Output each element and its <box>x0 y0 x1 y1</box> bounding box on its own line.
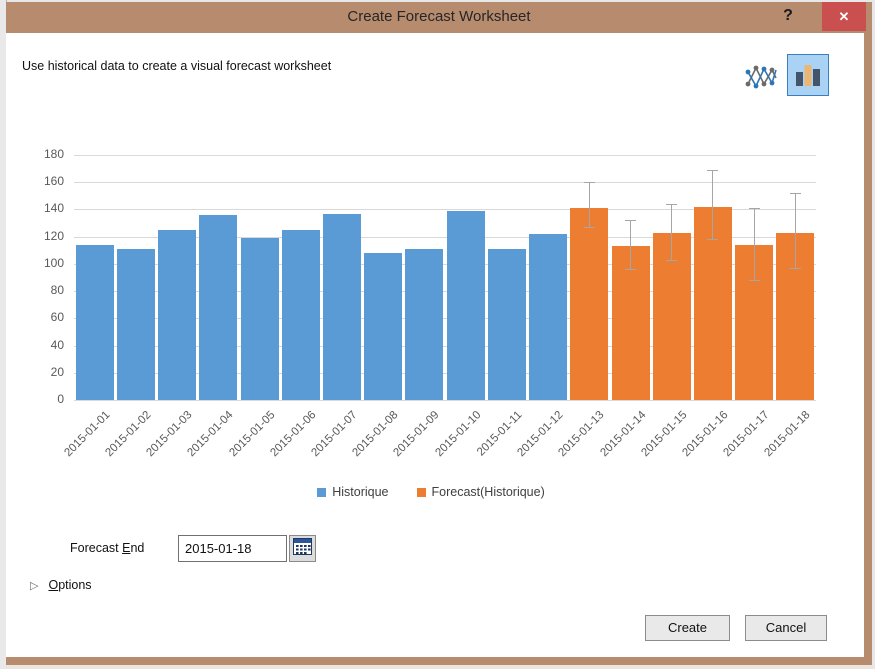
help-icon[interactable]: ? <box>783 7 793 24</box>
gridline <box>74 291 816 293</box>
column-chart-type-button-selected[interactable] <box>787 54 829 96</box>
legend-item-forecast: Forecast(Historique) <box>416 485 545 499</box>
error-bar <box>671 204 673 260</box>
legend-label-historical: Historique <box>332 485 389 499</box>
y-axis-tick-label: 20 <box>50 364 64 379</box>
chart-legend: Historique Forecast(Historique) <box>6 485 856 499</box>
calendar-picker-button[interactable] <box>289 535 316 562</box>
gridline <box>74 263 816 265</box>
y-axis-tick-label: 160 <box>43 174 64 189</box>
expander-triangle-icon: ▷ <box>30 579 39 592</box>
y-axis-tick-label: 180 <box>43 147 64 161</box>
error-bar-cap <box>748 280 760 282</box>
calendar-icon <box>293 537 312 560</box>
error-bar-cap <box>748 208 760 210</box>
dialog-titlebar[interactable]: Create Forecast Worksheet ? ✕ <box>6 2 872 33</box>
y-axis-tick-label: 100 <box>43 255 64 270</box>
chart-bar <box>281 229 320 400</box>
error-bar-cap <box>666 259 678 261</box>
chart-bar <box>116 248 155 400</box>
error-bar-cap <box>583 182 595 184</box>
chart-bar <box>446 210 485 400</box>
error-bar-cap <box>625 220 636 222</box>
error-bar <box>630 220 631 270</box>
chart-bar <box>611 246 650 400</box>
error-bar <box>588 182 590 228</box>
chart-bar <box>405 248 444 400</box>
chart-bar <box>529 233 568 400</box>
gridline <box>74 345 816 347</box>
gridline <box>74 182 816 184</box>
error-bar <box>794 193 796 268</box>
options-expander[interactable]: ▷ Options <box>30 578 92 592</box>
error-bar <box>753 208 755 281</box>
chart-bar <box>322 213 361 400</box>
column-chart-icon <box>793 58 823 93</box>
error-bar <box>712 169 714 240</box>
chart-bar <box>240 238 279 400</box>
y-axis-tick-label: 80 <box>50 283 64 298</box>
chart-bar <box>199 214 238 400</box>
error-bar-cap <box>789 267 801 269</box>
gridline <box>74 209 816 211</box>
forecast-end-input[interactable] <box>178 535 287 562</box>
error-bar-cap <box>707 169 719 171</box>
y-axis-tick-label: 120 <box>43 228 64 243</box>
y-axis-tick-label: 40 <box>50 337 64 352</box>
legend-swatch-forecast <box>416 487 426 497</box>
dialog-subtitle: Use historical data to create a visual f… <box>22 59 332 73</box>
options-label: Options <box>48 578 92 592</box>
gridline <box>74 318 816 320</box>
chart-bar <box>75 244 114 400</box>
chart-bar <box>570 208 609 400</box>
legend-item-historical: Historique <box>317 485 389 499</box>
error-bar-cap <box>583 227 595 229</box>
gridline <box>74 400 816 401</box>
y-axis-tick-label: 60 <box>50 310 64 325</box>
y-axis-tick-label: 140 <box>43 201 64 216</box>
line-chart-icon <box>743 60 779 97</box>
dialog-content: Use historical data to create a visual f… <box>6 33 856 657</box>
background-window-bottom-edge <box>6 665 875 669</box>
error-bar-cap <box>625 269 636 271</box>
gridline <box>74 236 816 238</box>
create-button[interactable]: Create <box>645 615 730 641</box>
chart-bar <box>364 253 403 400</box>
close-icon[interactable]: ✕ <box>822 2 866 31</box>
line-chart-type-button[interactable] <box>742 60 780 96</box>
forecast-end-label: Forecast End <box>70 541 145 555</box>
error-bar-cap <box>666 204 678 205</box>
cancel-button[interactable]: Cancel <box>745 615 827 641</box>
dialog-title: Create Forecast Worksheet <box>347 8 531 25</box>
legend-label-forecast: Forecast(Historique) <box>431 485 545 499</box>
legend-swatch-historical <box>317 487 327 497</box>
gridline <box>74 372 816 374</box>
error-bar-cap <box>707 239 719 241</box>
create-forecast-worksheet-dialog: Create Forecast Worksheet ? ✕ Use histor… <box>6 2 872 665</box>
chart-bar <box>158 229 197 400</box>
error-bar-cap <box>789 193 801 195</box>
forecast-preview-chart: 0 20 40 60 80 100 120 140 160 180 2015-01-01 2015-0… <box>20 145 832 480</box>
y-axis-tick-label: 0 <box>57 392 64 406</box>
chart-bar <box>487 248 526 400</box>
gridline <box>74 155 816 156</box>
